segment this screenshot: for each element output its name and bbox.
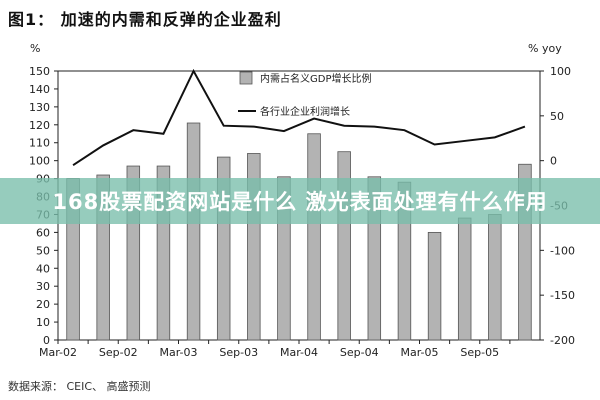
- right-tick-label: -200: [550, 334, 575, 347]
- bar-Mar-05: [427, 231, 442, 341]
- left-tick-label: 140: [29, 83, 50, 96]
- right-tick-label: -150: [550, 289, 575, 302]
- bar-Sep-05: [488, 214, 502, 341]
- x-tick-label: Sep-02: [99, 346, 138, 359]
- figure-title: 图1： 加速的内需和反弹的企业盈利: [8, 10, 282, 29]
- legend-label-bar: 内需占名义GDP增长比例: [260, 72, 371, 85]
- x-tick-label: Sep-05: [460, 346, 499, 359]
- source-note: 数据来源： CEIC、 高盛预测: [8, 380, 151, 393]
- line-series-profit-growth: [72, 68, 526, 166]
- right-tick-label: 100: [550, 65, 571, 78]
- left-tick-label: 50: [36, 244, 50, 257]
- left-tick-label: 10: [36, 316, 50, 329]
- x-tick-label: Mar-04: [280, 346, 318, 359]
- left-tick-label: 60: [36, 226, 50, 239]
- left-tick-label: 110: [29, 137, 50, 150]
- x-tick-label: Sep-03: [219, 346, 258, 359]
- overlay-banner: 168股票配资网站是什么 激光表面处理有什么作用: [0, 178, 600, 224]
- left-tick-label: 130: [29, 101, 50, 114]
- legend-swatch-bar: [239, 71, 253, 85]
- bar-Jun-05: [457, 217, 472, 341]
- left-tick-label: 0: [43, 334, 50, 347]
- banner-text: 168股票配资网站是什么 激光表面处理有什么作用: [52, 190, 548, 214]
- bar-Mar-04: [307, 133, 321, 341]
- left-tick-label: 150: [29, 65, 50, 78]
- right-tick-label: 0: [550, 155, 557, 168]
- left-tick-label: 40: [36, 262, 50, 275]
- left-tick-label: 120: [29, 119, 50, 132]
- bar-Mar-03: [186, 122, 201, 341]
- x-tick-label: Mar-03: [159, 346, 197, 359]
- left-tick-label: 20: [36, 298, 50, 311]
- right-axis-unit: % yoy: [528, 42, 562, 55]
- right-tick-label: 50: [550, 110, 564, 123]
- x-tick-label: Mar-02: [39, 346, 77, 359]
- left-axis-unit: %: [30, 42, 40, 55]
- left-tick-label: 30: [36, 280, 50, 293]
- left-tick-label: 100: [29, 155, 50, 168]
- x-tick-label: Sep-04: [340, 346, 379, 359]
- legend-label-line: 各行业企业利润增长: [260, 105, 350, 118]
- x-tick-label: Mar-05: [400, 346, 438, 359]
- right-tick-label: -100: [550, 244, 575, 257]
